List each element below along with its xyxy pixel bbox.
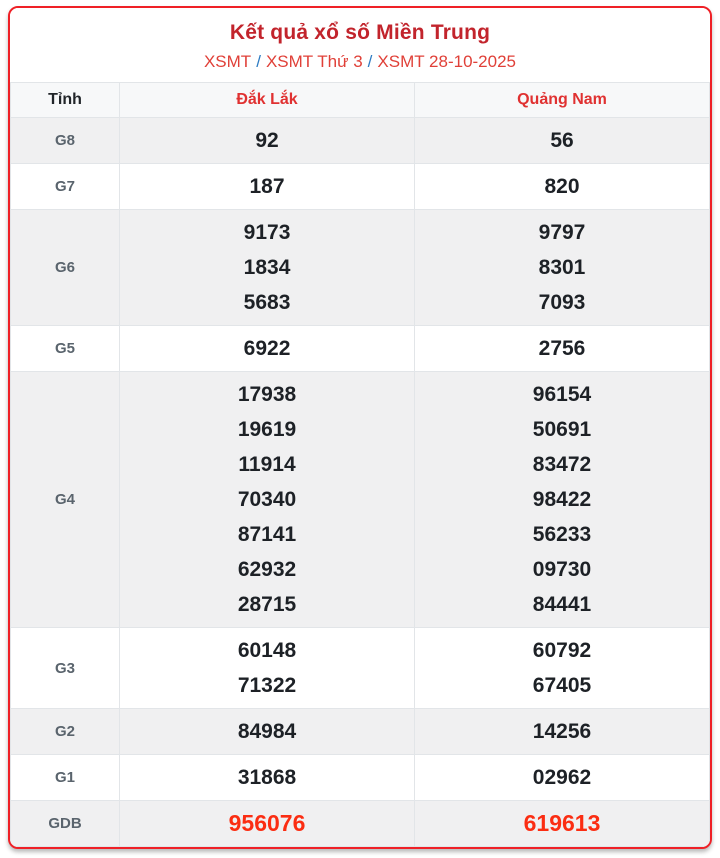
lottery-number: 84441 — [532, 593, 592, 616]
results-table: Tỉnh Đắk Lắk Quảng Nam G8 92 56 G7 187 820 G6 9… — [10, 82, 710, 847]
lottery-number: 92 — [255, 129, 279, 152]
lottery-number: 50691 — [532, 418, 592, 441]
lottery-number: 62932 — [237, 558, 297, 581]
lottery-number: 60148 — [237, 639, 297, 662]
prize-numbers-g3-col2: 60792 67405 — [414, 627, 710, 709]
prize-label: GDB — [10, 800, 121, 847]
lottery-number: 14256 — [532, 720, 592, 743]
lottery-number: 83472 — [532, 453, 592, 476]
breadcrumb-separator: / — [367, 52, 373, 71]
lottery-number: 19619 — [237, 418, 297, 441]
lottery-number: 8301 — [538, 256, 586, 279]
card-header: Kết quả xổ số Miền Trung XSMT / XSMT Thứ 3… — [10, 8, 710, 82]
prize-numbers-gdb-col2: 619613 — [414, 800, 710, 847]
prize-numbers-g1-col2: 02962 — [414, 754, 710, 801]
page-title: Kết quả xổ số Miền Trung — [229, 21, 491, 44]
prize-row-g5: G5 6922 2756 — [10, 325, 710, 372]
prize-row-g6: G6 9173 1834 5683 9797 8301 7093 — [10, 209, 710, 326]
lottery-number: 17938 — [237, 383, 297, 406]
lottery-number: 9797 — [538, 221, 586, 244]
prize-label: G5 — [10, 325, 121, 372]
prize-row-gdb: GDB 956076 619613 — [10, 800, 710, 847]
lottery-number: 2756 — [538, 337, 586, 360]
column-header-quang-nam[interactable]: Quảng Nam — [414, 82, 710, 118]
prize-numbers-g2-col1: 84984 — [119, 708, 415, 755]
breadcrumb-link-xsmt-thu-3[interactable]: XSMT Thứ 3 — [265, 52, 363, 71]
lottery-results-card: Kết quả xổ số Miền Trung XSMT / XSMT Thứ 3… — [8, 6, 712, 849]
prize-numbers-g8-col1: 92 — [119, 117, 415, 164]
prize-row-g2: G2 84984 14256 — [10, 708, 710, 755]
prize-numbers-g7-col2: 820 — [414, 163, 710, 210]
breadcrumb: XSMT / XSMT Thứ 3/XSMT 28-10-2025 — [10, 52, 710, 72]
lottery-number: 7093 — [538, 291, 586, 314]
prize-numbers-gdb-col1: 956076 — [119, 800, 415, 847]
lottery-number: 09730 — [532, 558, 592, 581]
lottery-number: 87141 — [237, 523, 297, 546]
column-header-dak-lak[interactable]: Đắk Lắk — [119, 82, 415, 118]
lottery-number: 11914 — [238, 453, 296, 476]
prize-label: G6 — [10, 209, 121, 326]
lottery-number: 9173 — [243, 221, 291, 244]
lottery-number: 56 — [550, 129, 574, 152]
lottery-number: 187 — [249, 175, 285, 198]
prize-label: G2 — [10, 708, 121, 755]
table-header-row: Tỉnh Đắk Lắk Quảng Nam — [10, 82, 710, 118]
prize-numbers-g2-col2: 14256 — [414, 708, 710, 755]
prize-label: G8 — [10, 117, 121, 164]
prize-numbers-g3-col1: 60148 71322 — [119, 627, 415, 709]
prize-numbers-g7-col1: 187 — [119, 163, 415, 210]
breadcrumb-link-xsmt[interactable]: XSMT — [203, 52, 252, 71]
breadcrumb-separator: / — [256, 52, 261, 71]
prize-label: G1 — [10, 754, 121, 801]
prize-row-g7: G7 187 820 — [10, 163, 710, 210]
prize-numbers-g5-col1: 6922 — [119, 325, 415, 372]
prize-numbers-g8-col2: 56 — [414, 117, 710, 164]
prize-row-g4: G4 17938 19619 11914 70340 87141 62932 28715 961… — [10, 371, 710, 628]
prize-row-g8: G8 92 56 — [10, 117, 710, 164]
prize-row-g1: G1 31868 02962 — [10, 754, 710, 801]
lottery-number: 60792 — [532, 639, 592, 662]
prize-numbers-g4-col2: 96154 50691 83472 98422 56233 09730 84441 — [414, 371, 710, 628]
lottery-number: 84984 — [237, 720, 297, 743]
lottery-number: 820 — [544, 175, 580, 198]
lottery-number: 956076 — [228, 810, 306, 836]
lottery-number: 6922 — [243, 337, 291, 360]
prize-numbers-g5-col2: 2756 — [414, 325, 710, 372]
lottery-number: 56233 — [532, 523, 592, 546]
prize-numbers-g6-col2: 9797 8301 7093 — [414, 209, 710, 326]
prize-row-g3: G3 60148 71322 60792 67405 — [10, 627, 710, 709]
lottery-number: 5683 — [243, 291, 291, 314]
lottery-number: 28715 — [237, 593, 297, 616]
results-table-body: G8 92 56 G7 187 820 G6 9173 1834 5683 9797 8301 7093… — [10, 117, 710, 847]
prize-numbers-g1-col1: 31868 — [119, 754, 415, 801]
lottery-number: 67405 — [532, 674, 592, 697]
prize-label: G4 — [10, 371, 121, 628]
lottery-number: 619613 — [523, 810, 601, 836]
lottery-number: 02962 — [532, 766, 592, 789]
prize-numbers-g4-col1: 17938 19619 11914 70340 87141 62932 28715 — [119, 371, 415, 628]
breadcrumb-link-xsmt-date[interactable]: XSMT 28-10-2025 — [377, 52, 517, 71]
lottery-number: 31868 — [237, 766, 297, 789]
lottery-number: 70340 — [237, 488, 297, 511]
lottery-number: 98422 — [532, 488, 592, 511]
lottery-number: 96154 — [532, 383, 592, 406]
prize-label: G3 — [10, 627, 121, 709]
prize-label: G7 — [10, 163, 121, 210]
lottery-number: 1834 — [243, 256, 291, 279]
column-header-province: Tỉnh — [10, 82, 121, 118]
prize-numbers-g6-col1: 9173 1834 5683 — [119, 209, 415, 326]
lottery-number: 71322 — [237, 674, 297, 697]
